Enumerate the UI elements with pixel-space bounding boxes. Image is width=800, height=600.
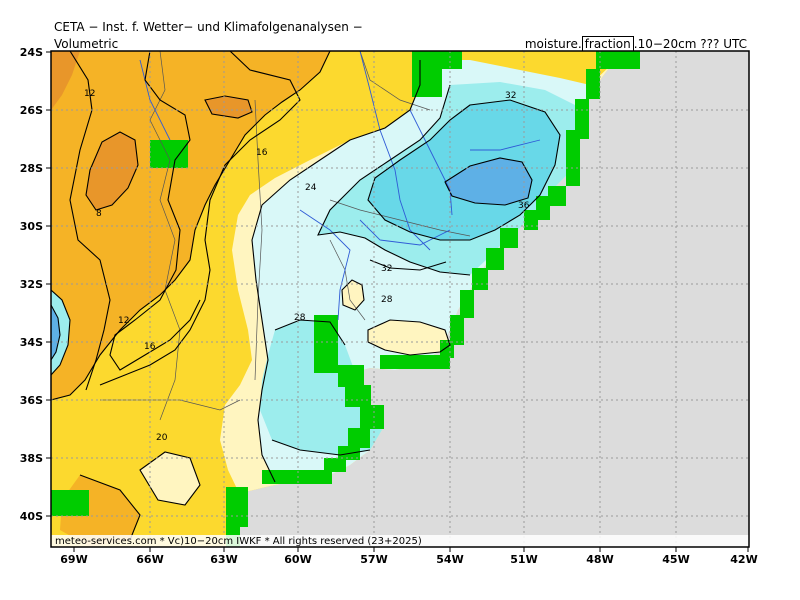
coastal-lagoon bbox=[500, 244, 530, 282]
land-dark-orange-nw bbox=[51, 51, 80, 110]
lon-tick-label: 57W bbox=[360, 553, 387, 566]
lat-tick-label: 34S bbox=[20, 336, 43, 349]
map-subtitle: Volumetric bbox=[54, 37, 119, 51]
lon-tick-label: 54W bbox=[436, 553, 463, 566]
contour-label: 24 bbox=[305, 183, 317, 193]
variable-suffix: .10−20cm ??? UTC bbox=[633, 37, 747, 51]
land-dark-orange-ne bbox=[205, 96, 252, 118]
land-cream-island-2 bbox=[342, 280, 364, 310]
contour-label: 8 bbox=[96, 209, 102, 219]
contour-label: 12 bbox=[118, 316, 129, 326]
contour-label: 16 bbox=[256, 148, 268, 158]
lat-tick-label: 38S bbox=[20, 452, 43, 465]
land-cream-south bbox=[140, 452, 200, 505]
rivers bbox=[139, 51, 541, 321]
lat-tick-label: 24S bbox=[20, 46, 43, 59]
map-frame bbox=[50, 50, 750, 548]
contour-label: 32 bbox=[381, 264, 392, 274]
political-borders bbox=[100, 51, 471, 421]
contour-label: 20 bbox=[156, 433, 168, 443]
lon-tick-label: 48W bbox=[586, 553, 613, 566]
lon-tick-label: 42W bbox=[730, 553, 757, 566]
green-mask-cells bbox=[51, 51, 640, 547]
footer-credit: meteo-services.com * Vc)10−20cm IWKF * A… bbox=[55, 536, 422, 547]
lat-tick-label: 32S bbox=[20, 278, 43, 291]
contour-label: 32 bbox=[505, 91, 516, 101]
lon-tick-label: 51W bbox=[510, 553, 537, 566]
lat-tick-label: 40S bbox=[20, 510, 43, 523]
contour-lines bbox=[51, 51, 561, 541]
lon-tick-label: 66W bbox=[136, 553, 163, 566]
lon-tick-label: 69W bbox=[60, 553, 87, 566]
contour-label: 28 bbox=[381, 295, 393, 305]
variable-unit-box: fraction bbox=[581, 36, 634, 52]
map-field: 12 8 12 16 16 24 32 36 32 28 28 20 bbox=[51, 51, 749, 547]
land-cream-island-1 bbox=[368, 320, 450, 355]
lat-tick-label: 36S bbox=[20, 394, 43, 407]
contour-label: 28 bbox=[294, 313, 306, 323]
variable-label: moisture. fraction .10−20cm ??? UTC bbox=[524, 36, 747, 52]
lon-axis: 69W 66W 63W 60W 57W 54W 51W 48W 45W 42W bbox=[60, 547, 758, 566]
lat-lon-grid bbox=[51, 51, 749, 547]
coastal-lagoon-2 bbox=[474, 296, 486, 312]
lon-tick-label: 63W bbox=[210, 553, 237, 566]
lon-tick-label: 45W bbox=[662, 553, 689, 566]
lat-tick-label: 28S bbox=[20, 162, 43, 175]
land-blue-core bbox=[445, 158, 532, 205]
lat-axis: 24S 26S 28S 30S 32S 34S 36S 38S 40S bbox=[20, 46, 51, 523]
contour-label: 12 bbox=[84, 89, 95, 99]
lat-tick-label: 26S bbox=[20, 104, 43, 117]
land-west-cyan-ring bbox=[51, 290, 70, 375]
footer-strip bbox=[51, 535, 749, 547]
lat-tick-label: 30S bbox=[20, 220, 43, 233]
variable-prefix: moisture. bbox=[524, 37, 582, 51]
map-title: CETA − Inst. f. Wetter− und Klimafolgena… bbox=[54, 20, 363, 34]
lon-tick-label: 60W bbox=[284, 553, 311, 566]
land-light-cyan-south bbox=[260, 320, 382, 455]
